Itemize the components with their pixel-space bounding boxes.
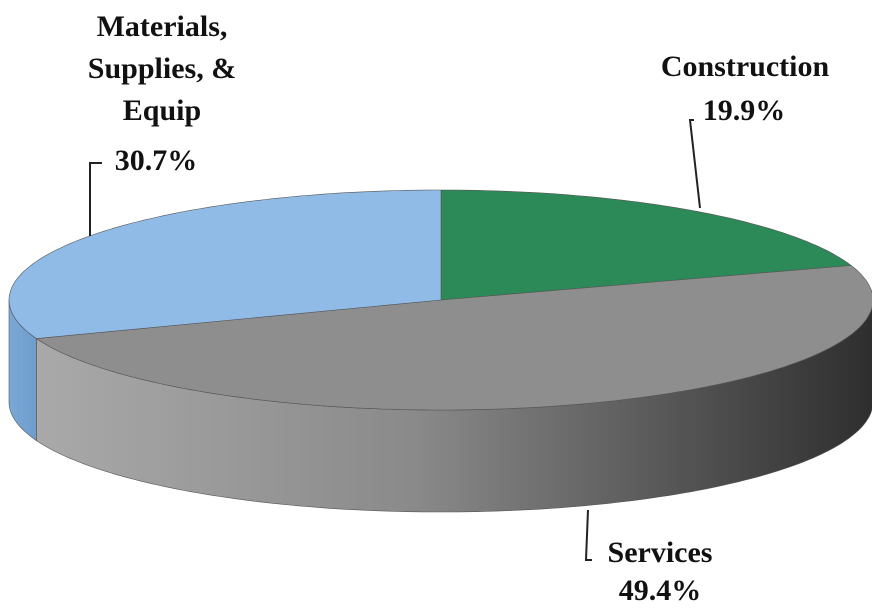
category-label: Materials, Supplies, & Equip [87,10,237,127]
pie-slice [440,189,852,301]
leader-line [688,119,701,209]
category-label: Services [607,536,713,569]
value-label: 49.4% [618,574,702,607]
value-label: 30.7% [114,144,198,177]
pie-slice [8,189,442,339]
leader-line [89,162,102,236]
pie-slice [35,265,872,411]
value-label: 19.9% [702,94,786,127]
category-label: Construction [660,50,830,83]
leader-line [584,509,592,561]
